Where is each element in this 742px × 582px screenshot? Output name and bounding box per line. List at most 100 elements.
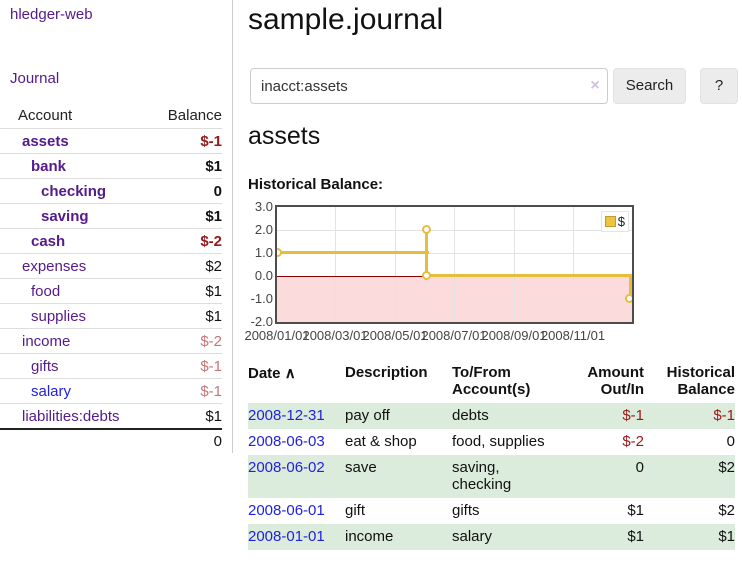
y-axis-tick: 2.0 <box>254 222 273 237</box>
transaction-date-link[interactable]: 2008-06-03 <box>248 433 325 450</box>
x-axis-tick: 2008/09/01 <box>481 328 547 343</box>
account-link-food[interactable]: food <box>31 282 61 300</box>
y-axis-tick: 0.0 <box>254 268 273 283</box>
help-button[interactable]: ? <box>700 68 738 104</box>
balance-line-segment <box>425 229 428 277</box>
account-balance: $1 <box>205 207 222 225</box>
description-column-header: Description <box>345 364 428 381</box>
x-axis-tick: 2008/05/01 <box>362 328 428 343</box>
sidebar: hledger-web Journal Account Balance asse… <box>0 0 233 453</box>
gridline <box>277 230 632 231</box>
accounts-column-header: To/From Account(s) <box>452 364 531 398</box>
gridline <box>395 207 396 322</box>
date-column-header[interactable]: Date ∧ <box>248 360 345 403</box>
gridline <box>454 207 455 322</box>
account-balance: $-1 <box>200 382 222 400</box>
account-link-saving[interactable]: saving <box>41 207 89 225</box>
account-balance: 0 <box>213 182 222 200</box>
account-link-checking[interactable]: checking <box>41 182 107 200</box>
amount-column-header: Amount Out/In <box>587 364 644 398</box>
transaction-row: 2008-06-03 eat & shop food, supplies $-2… <box>248 429 735 455</box>
transaction-balance: $-1 <box>713 407 735 424</box>
account-link-gifts[interactable]: gifts <box>31 357 59 375</box>
transaction-balance: 0 <box>726 433 735 450</box>
transaction-balance: $2 <box>718 459 735 476</box>
gridline <box>277 253 632 254</box>
account-row: checking 0 <box>0 178 222 203</box>
balance-column-header: Historical Balance <box>666 364 735 398</box>
y-axis-tick: 1.0 <box>254 245 273 260</box>
gridline <box>277 299 632 300</box>
account-row: cash $-2 <box>0 228 222 253</box>
transaction-description: income <box>345 528 394 545</box>
search-input[interactable] <box>250 68 608 104</box>
page-title: sample.journal <box>248 3 444 36</box>
chart-plot-area: $ <box>275 205 634 324</box>
y-axis-tick: 3.0 <box>254 199 273 214</box>
account-link-salary[interactable]: salary <box>31 382 72 400</box>
transaction-row: 2008-06-02 save saving, checking 0 $2 <box>248 455 735 498</box>
transaction-description: eat & shop <box>345 433 417 450</box>
accounts-table-header: Account Balance <box>0 102 222 128</box>
transaction-amount: $1 <box>627 502 644 519</box>
search-bar: × Search ? <box>248 68 742 106</box>
transaction-date-link[interactable]: 2008-01-01 <box>248 528 325 545</box>
account-balance: $-2 <box>200 332 222 350</box>
accounts-total-row: 0 <box>0 428 222 453</box>
gridline <box>335 207 336 322</box>
account-link-income[interactable]: income <box>22 332 71 350</box>
account-link-supplies[interactable]: supplies <box>31 307 87 325</box>
account-row: expenses $2 <box>0 253 222 278</box>
transaction-accounts: saving, checking <box>452 459 512 493</box>
account-balance: $2 <box>205 257 222 275</box>
main-content: sample.journal × Search ? assets Histori… <box>244 0 742 582</box>
account-row: income $-2 <box>0 328 222 353</box>
gridline <box>514 207 515 322</box>
transaction-date-link[interactable]: 2008-06-02 <box>248 459 325 476</box>
account-balance: $-1 <box>200 132 222 150</box>
account-row: supplies $1 <box>0 303 222 328</box>
account-link-assets[interactable]: assets <box>22 132 69 150</box>
x-axis-tick: 2008/01/01 <box>244 328 310 343</box>
transaction-date-link[interactable]: 2008-12-31 <box>248 407 325 424</box>
account-link-cash[interactable]: cash <box>31 232 66 250</box>
account-row: saving $1 <box>0 203 222 228</box>
y-axis-tick: -1.0 <box>250 291 273 306</box>
balance-line-segment <box>427 274 632 277</box>
x-axis-tick: 2008/11/01 <box>540 328 606 343</box>
transaction-date-link[interactable]: 2008-06-01 <box>248 502 325 519</box>
transaction-accounts: gifts <box>452 502 480 519</box>
x-axis-tick: 2008/07/01 <box>421 328 487 343</box>
date-header-label: Date <box>248 365 281 382</box>
clear-search-icon[interactable]: × <box>590 77 600 94</box>
data-point-marker <box>422 225 431 234</box>
account-row: salary $-1 <box>0 378 222 403</box>
y-axis-tick: -2.0 <box>250 314 273 329</box>
account-row: liabilities:debts $1 <box>0 403 222 428</box>
register-header-row: Date ∧ Description To/From Account(s) Am… <box>248 360 735 403</box>
accounts-table: Account Balance assets $-1 bank $1 check… <box>0 102 222 453</box>
transaction-amount: $1 <box>627 528 644 545</box>
account-link-bank[interactable]: bank <box>31 157 67 175</box>
account-row: assets $-1 <box>0 128 222 153</box>
transaction-description: pay off <box>345 407 390 424</box>
account-row: bank $1 <box>0 153 222 178</box>
account-link-liabilities-debts[interactable]: liabilities:debts <box>22 407 120 425</box>
transaction-amount: $-2 <box>622 433 644 450</box>
balance-line-segment <box>277 251 429 254</box>
app-title-link[interactable]: hledger-web <box>10 6 93 23</box>
transaction-row: 2008-12-31 pay off debts $-1 $-1 <box>248 403 735 429</box>
account-heading: assets <box>248 122 321 150</box>
account-balance: $1 <box>205 307 222 325</box>
x-axis-tick: 2008/03/01 <box>302 328 368 343</box>
account-row: food $1 <box>0 278 222 303</box>
search-button[interactable]: Search <box>613 68 686 104</box>
account-link-expenses[interactable]: expenses <box>22 257 87 275</box>
account-balance: $1 <box>205 407 222 425</box>
transaction-description: save <box>345 459 377 476</box>
transaction-row: 2008-01-01 income salary $1 $1 <box>248 524 735 550</box>
legend-label: $ <box>617 214 625 229</box>
sidebar-item-journal[interactable]: Journal <box>10 70 60 87</box>
data-point-marker <box>422 271 431 280</box>
transaction-amount: 0 <box>635 459 644 476</box>
